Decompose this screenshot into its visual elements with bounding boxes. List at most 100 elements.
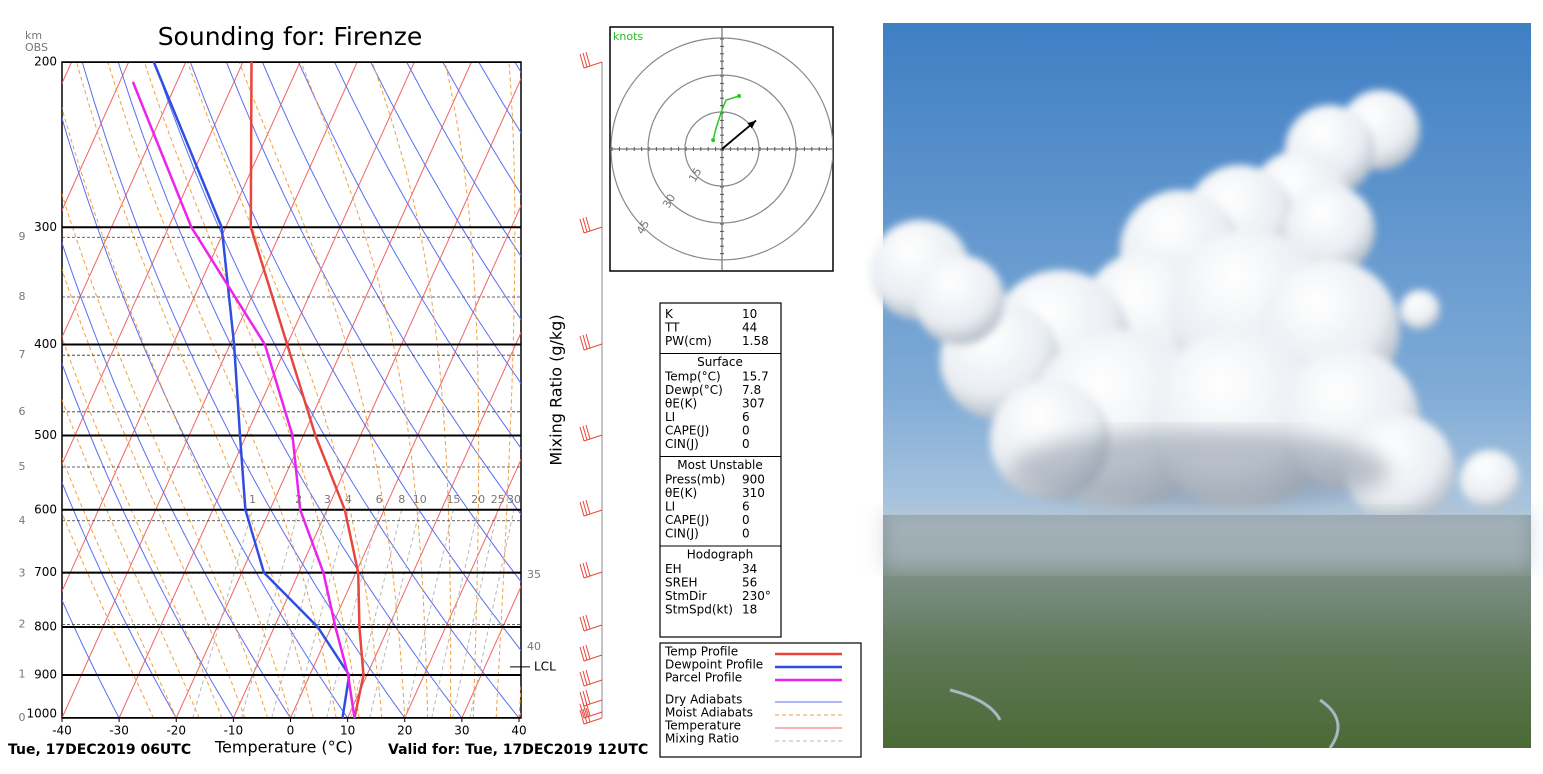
table-value: 18 — [742, 603, 757, 617]
x-tick-label: 0 — [287, 724, 295, 738]
hodo-line — [712, 95, 740, 141]
x-tick-label: -40 — [52, 724, 72, 738]
table-label: Dewp(°C) — [665, 383, 723, 397]
height-tick-label: 7 — [19, 348, 26, 361]
height-tick-label: 5 — [19, 460, 26, 473]
x-tick-label: -20 — [166, 724, 186, 738]
height-tick-label: 4 — [19, 514, 26, 527]
dry-adiabat — [298, 62, 521, 450]
height-tick-label: 6 — [19, 405, 26, 418]
table-section-title: Hodograph — [687, 548, 753, 562]
table-value: 34 — [742, 562, 757, 576]
y-tick-label: 900 — [34, 668, 57, 682]
mixing-ratio-tick-label: 6 — [376, 493, 383, 506]
y-tick-label: 800 — [34, 620, 57, 634]
height-unit: km — [25, 29, 42, 42]
wind-barb-feather — [582, 708, 588, 724]
hodo-ring — [610, 37, 833, 261]
x-tick-label: -10 — [224, 724, 244, 738]
mixing-ratio-tick-label: 1 — [249, 493, 256, 506]
legend-label: Moist Adiabats — [665, 706, 753, 720]
isotherm — [62, 62, 130, 212]
mixing-ratio-tick-label: 4 — [345, 493, 352, 506]
table-value: 6 — [742, 410, 750, 424]
hodograph-unit: knots — [613, 30, 643, 43]
table-label: StmSpd(kt) — [665, 603, 733, 617]
x-tick-label: 10 — [340, 724, 355, 738]
table-value: 1.58 — [742, 334, 769, 348]
table-label: EH — [665, 562, 682, 576]
table-value: 6 — [742, 500, 750, 514]
wind-barb-feather — [582, 217, 588, 233]
hodograph: 15 30 45 — [610, 27, 833, 271]
wind-barb-feather — [585, 614, 591, 630]
wind-barb-feather — [585, 333, 591, 349]
mixing-ratio-tick-label: 8 — [398, 493, 405, 506]
mixing-ratio-tick-label: 40 — [527, 640, 541, 653]
table-value: 0 — [742, 513, 750, 527]
hodo-ring-label: 15 — [686, 166, 704, 185]
dry-adiabat — [370, 62, 521, 321]
height-tick-label: 3 — [19, 566, 26, 579]
isotherm — [0, 62, 14, 718]
table-label: LI — [665, 500, 675, 514]
table-section-title: Most Unstable — [677, 458, 763, 472]
x-axis-label: Temperature (°C) — [214, 738, 353, 757]
y-tick-label: 200 — [34, 55, 57, 69]
wind-barb-feather — [585, 216, 591, 232]
y-tick-label: 300 — [34, 220, 57, 234]
hodo-ring-label: 45 — [634, 218, 652, 237]
height-tick-label: 1 — [19, 667, 26, 680]
y-tick-label: 500 — [34, 428, 57, 442]
legend-label: Parcel Profile — [665, 671, 742, 685]
mixing-ratio-label: Mixing Ratio (g/kg) — [547, 314, 566, 465]
wind-barb-feather — [579, 335, 585, 351]
moist-adiabat — [62, 456, 177, 718]
profile-line — [249, 62, 365, 718]
wind-barb-feather — [582, 702, 588, 718]
wind-barbs — [579, 51, 603, 725]
table-value: 15.7 — [742, 370, 769, 384]
indices-box — [659, 302, 782, 638]
x-tick-label: 20 — [397, 724, 412, 738]
table-label: TT — [664, 321, 680, 335]
legend-label: Temp Profile — [664, 645, 738, 659]
y-tick-label: 400 — [34, 337, 57, 351]
table-value: 0 — [742, 424, 750, 438]
x-tick-label: 30 — [454, 724, 469, 738]
moist-adiabat — [107, 62, 337, 718]
mixing-ratio-tick-label: 15 — [446, 493, 460, 506]
mixing-ratio-tick-label: 20 — [471, 493, 485, 506]
isotherm — [62, 62, 358, 718]
dry-adiabat — [62, 599, 120, 718]
hodo-point — [711, 138, 716, 143]
chart-title: Sounding for: Firenze — [158, 22, 423, 51]
wind-barb-feather — [579, 218, 585, 234]
x-tick-label: 40 — [511, 724, 526, 738]
table-label: Press(mb) — [665, 473, 725, 487]
height-tick-label: 8 — [19, 290, 26, 303]
table-label: K — [665, 307, 674, 321]
x-tick-label: -30 — [109, 724, 129, 738]
wind-barb-feather — [582, 562, 588, 578]
isotherm — [175, 62, 472, 718]
wind-barb-feather — [579, 703, 585, 719]
wind-barb-feather — [585, 561, 591, 577]
table-label: CIN(J) — [665, 437, 699, 451]
valid-time: Valid for: Tue, 17DEC2019 12UTC — [388, 742, 648, 758]
moist-adiabat — [444, 62, 480, 718]
background-lines — [0, 62, 521, 718]
table-value: 0 — [742, 527, 750, 541]
photo — [870, 23, 1531, 749]
wind-barb-feather — [579, 616, 585, 632]
table-label: CIN(J) — [665, 527, 699, 541]
moist-adiabat — [495, 62, 516, 718]
wind-barb-feather — [582, 615, 588, 631]
wind-barb-feather — [585, 701, 591, 717]
obs-label: OBS — [25, 41, 48, 54]
table-value: 307 — [742, 397, 765, 411]
mixing-ratio-tick-label: 2 — [295, 493, 302, 506]
hodo-ring — [647, 74, 797, 224]
